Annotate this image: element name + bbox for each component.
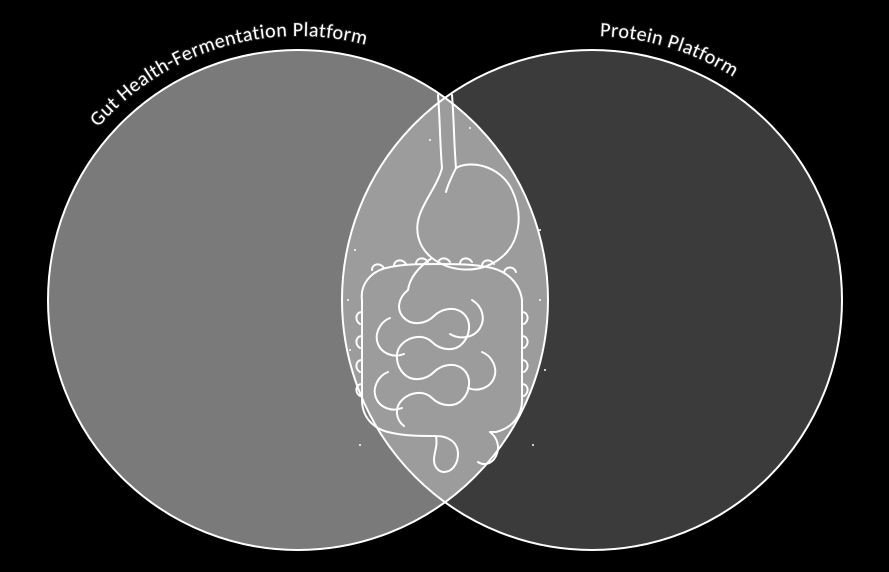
venn-svg: Gut Health-Fermentation Platform Protein… (0, 0, 889, 572)
venn-diagram: { "diagram": { "type": "venn", "backgrou… (0, 0, 889, 572)
